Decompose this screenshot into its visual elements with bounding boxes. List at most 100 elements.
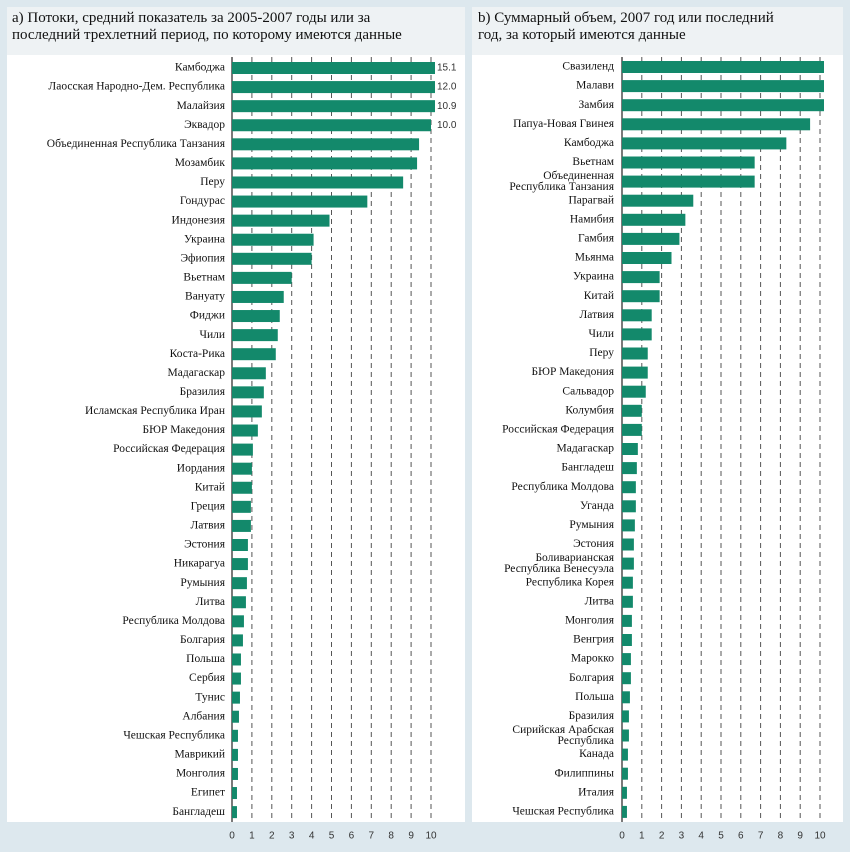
x-tick-label: 1 (639, 831, 645, 842)
value-label: 10.9 (437, 101, 457, 112)
category-label: Вьетнам (572, 156, 614, 168)
category-label: Гамбия (578, 233, 615, 245)
category-label: БЮР Македония (532, 366, 615, 378)
bars (232, 62, 435, 819)
category-label: Вануату (185, 291, 225, 303)
bar (232, 100, 435, 113)
bar (622, 156, 755, 169)
bar (232, 233, 314, 246)
category-label: Объединенная Республика Танзания (47, 138, 226, 150)
x-tick-label: 10 (814, 831, 826, 842)
bar (232, 729, 238, 742)
category-label: Китай (195, 481, 225, 493)
bar (232, 252, 312, 265)
category-label: Украина (184, 233, 225, 245)
bar (622, 80, 824, 93)
category-label: Папуа-Новая Гвинея (513, 118, 615, 130)
bar (232, 424, 258, 437)
bar (232, 577, 247, 590)
category-label: Польша (186, 653, 225, 665)
category-label: Филиппины (555, 767, 615, 779)
bar (622, 748, 628, 761)
bar (622, 61, 824, 73)
bar (232, 62, 435, 74)
bar (622, 538, 634, 551)
bar (622, 614, 632, 627)
category-label: Сальвадор (562, 385, 614, 397)
x-tick-label: 0 (619, 831, 625, 842)
category-label: Республика Молдова (122, 615, 225, 627)
bar (232, 596, 246, 609)
bar (232, 176, 404, 189)
bar (622, 729, 629, 742)
bar (232, 138, 420, 151)
x-tick-label: 2 (659, 831, 665, 842)
bar (232, 691, 240, 704)
bar (232, 214, 330, 227)
category-label: Перу (200, 176, 225, 188)
category-label: Эквадор (184, 119, 225, 131)
value-label: 10.0 (437, 120, 457, 131)
bar (622, 347, 648, 360)
category-label: Литва (585, 595, 614, 607)
category-label: Парагвай (568, 194, 614, 206)
category-label: Румыния (569, 519, 614, 531)
category-label: Чешская Республика (512, 806, 614, 818)
bar (232, 500, 251, 513)
bar (622, 653, 631, 666)
category-label: Болгария (569, 672, 615, 684)
bar (232, 462, 252, 475)
bar (622, 500, 636, 513)
bar (232, 653, 241, 666)
bar (232, 81, 435, 94)
category-label: Мадагаскар (557, 443, 615, 455)
bar (232, 157, 418, 170)
x-tick-label: 5 (329, 831, 335, 842)
category-label: Замбия (579, 99, 615, 111)
bar (622, 385, 646, 398)
bar (622, 595, 633, 608)
bar (622, 710, 629, 723)
bar (622, 634, 632, 646)
category-label: Румыния (180, 577, 225, 589)
bar (622, 194, 694, 207)
category-label: Мьянма (575, 252, 614, 264)
category-label: Российская Федерация (502, 424, 615, 436)
bar (232, 615, 244, 628)
x-tick-label: 10 (425, 831, 437, 842)
category-label: Республика Молдова (511, 481, 614, 493)
bar (622, 462, 637, 475)
category-label: Китай (584, 290, 614, 302)
category-label: Уганда (580, 500, 614, 512)
bar (622, 99, 824, 112)
x-tick-label: 2 (269, 831, 275, 842)
bar (232, 367, 266, 380)
category-label: Польша (575, 691, 614, 703)
x-tick-label: 4 (698, 831, 704, 842)
panel-a-header (7, 7, 465, 55)
bar (622, 232, 680, 245)
category-label: Российская Федерация (113, 443, 226, 455)
category-label: Греция (191, 500, 226, 512)
x-tick-label: 9 (408, 831, 414, 842)
x-tick-label: 0 (229, 831, 235, 842)
category-label: Намибия (570, 213, 615, 225)
bar (232, 386, 264, 399)
bar (232, 519, 251, 532)
x-tick-label: 9 (797, 831, 803, 842)
bar (622, 271, 660, 284)
x-tick-label: 8 (388, 831, 394, 842)
panel-title: a) Потоки, средний показатель за 2005-20… (12, 10, 402, 43)
bar (622, 786, 627, 799)
category-label: Бразилия (569, 710, 615, 722)
x-tick-label: 4 (309, 831, 315, 842)
panel-title: b) Суммарный объем, 2007 год или последн… (478, 10, 774, 43)
bar (232, 119, 431, 132)
bar (232, 710, 239, 723)
category-label: Иордания (177, 462, 226, 474)
category-label: Эфиопия (180, 252, 225, 264)
category-label: Албания (182, 710, 225, 722)
bar (232, 290, 284, 303)
bar (232, 539, 248, 551)
